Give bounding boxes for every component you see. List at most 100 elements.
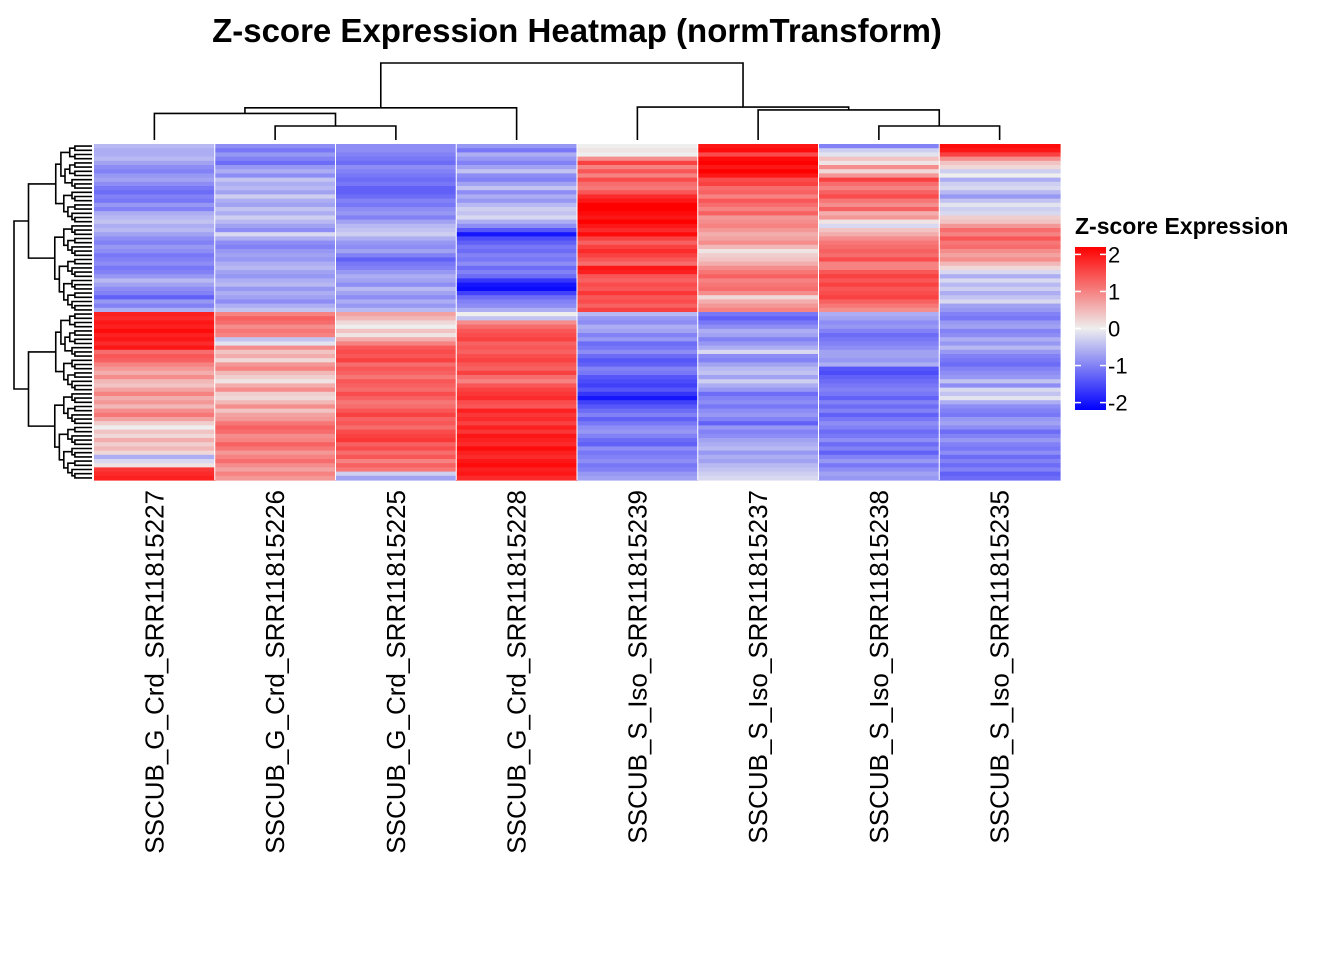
heatmap-cell bbox=[335, 278, 457, 284]
heatmap-cell bbox=[818, 169, 940, 174]
heatmap-cell bbox=[697, 156, 820, 162]
heatmap-cell bbox=[818, 173, 940, 179]
heatmap-cell bbox=[818, 249, 940, 254]
heatmap-cell bbox=[335, 459, 457, 464]
row-dendrogram-branch bbox=[74, 384, 92, 391]
heatmap-cell bbox=[214, 198, 337, 204]
heatmap-cell bbox=[577, 307, 699, 313]
heatmap-cell bbox=[214, 345, 337, 351]
heatmap-cell bbox=[335, 202, 457, 208]
heatmap-cell bbox=[697, 320, 820, 326]
heatmap-cell bbox=[214, 316, 337, 321]
heatmap-cell bbox=[697, 215, 820, 221]
heatmap-cell bbox=[456, 253, 578, 258]
heatmap-cell bbox=[818, 312, 940, 317]
heatmap-cell bbox=[939, 244, 1061, 250]
heatmap-cell bbox=[214, 173, 337, 179]
heatmap-cell bbox=[697, 244, 820, 250]
heatmap-cell bbox=[939, 383, 1061, 389]
heatmap-cell bbox=[577, 412, 699, 418]
row-dendrogram-branch bbox=[74, 229, 92, 236]
heatmap-cell bbox=[335, 144, 457, 149]
heatmap-cell bbox=[94, 341, 216, 347]
heatmap-cell bbox=[818, 341, 940, 347]
heatmap-cell bbox=[939, 169, 1061, 174]
heatmap-cell bbox=[214, 354, 337, 359]
heatmap-cell bbox=[577, 223, 699, 229]
heatmap-cell bbox=[818, 215, 940, 221]
heatmap-cell bbox=[335, 375, 457, 380]
heatmap-cell bbox=[577, 152, 699, 158]
heatmap-cell bbox=[818, 417, 940, 422]
heatmap-cell bbox=[335, 160, 457, 166]
heatmap-cell bbox=[697, 249, 820, 254]
heatmap-cell bbox=[214, 438, 337, 443]
heatmap-cell bbox=[214, 412, 337, 418]
heatmap-cell bbox=[335, 391, 457, 397]
heatmap-cell bbox=[335, 207, 457, 212]
heatmap-cell bbox=[456, 400, 578, 405]
heatmap-cell bbox=[577, 207, 699, 212]
heatmap-cell bbox=[456, 459, 578, 464]
heatmap-cell bbox=[214, 232, 337, 237]
heatmap-cell bbox=[577, 396, 699, 401]
heatmap-cell bbox=[818, 337, 940, 342]
heatmap-cell bbox=[94, 228, 216, 233]
column-label: SSCUB_S_Iso_SRR11815238 bbox=[864, 490, 894, 844]
heatmap-cell bbox=[939, 261, 1061, 267]
row-dendrogram-branch bbox=[74, 313, 92, 320]
heatmap-cell bbox=[939, 211, 1061, 216]
heatmap-cell bbox=[939, 282, 1061, 288]
heatmap-cell bbox=[456, 450, 578, 456]
heatmap-cell bbox=[335, 257, 457, 263]
heatmap-cell bbox=[456, 396, 578, 401]
heatmap-cell bbox=[577, 282, 699, 288]
heatmap-cell bbox=[697, 152, 820, 158]
heatmap-cell bbox=[818, 412, 940, 418]
heatmap-cell bbox=[94, 324, 216, 330]
heatmap-cell bbox=[335, 433, 457, 439]
heatmap-cell bbox=[456, 417, 578, 422]
heatmap-cell bbox=[94, 375, 216, 380]
heatmap-cell bbox=[818, 404, 940, 410]
row-dendrogram bbox=[13, 145, 92, 479]
heatmap-cell bbox=[697, 391, 820, 397]
heatmap-cell bbox=[335, 169, 457, 174]
heatmap-cell bbox=[456, 341, 578, 347]
heatmap-cell bbox=[456, 211, 578, 216]
heatmap-cell bbox=[335, 261, 457, 267]
heatmap-cell bbox=[94, 349, 216, 355]
heatmap-cell bbox=[456, 438, 578, 443]
heatmap-cell bbox=[577, 240, 699, 246]
column-label: SSCUB_G_Crd_SRR11815226 bbox=[260, 490, 290, 854]
column-label: SSCUB_G_Crd_SRR11815227 bbox=[139, 490, 169, 854]
heatmap-cell bbox=[939, 475, 1061, 481]
heatmap-cell bbox=[94, 181, 216, 187]
heatmap-cell bbox=[94, 148, 216, 153]
heatmap-cell bbox=[456, 337, 578, 342]
legend-tick-label: 2 bbox=[1108, 242, 1120, 267]
heatmap-cell bbox=[94, 282, 216, 288]
row-dendrogram-branch bbox=[60, 319, 70, 345]
heatmap-cell bbox=[94, 362, 216, 368]
heatmap-cell bbox=[335, 194, 457, 200]
heatmap-cell bbox=[818, 349, 940, 355]
heatmap-cell bbox=[456, 177, 578, 183]
heatmap-cell bbox=[818, 286, 940, 292]
heatmap-cell bbox=[94, 333, 216, 338]
heatmap-cell bbox=[335, 244, 457, 250]
column-label: SSCUB_S_Iso_SRR11815237 bbox=[743, 490, 773, 844]
heatmap-cell bbox=[818, 375, 940, 380]
heatmap-cell bbox=[214, 177, 337, 183]
heatmap-cell bbox=[577, 375, 699, 380]
heatmap-cell bbox=[577, 270, 699, 275]
heatmap-cell bbox=[335, 249, 457, 254]
heatmap-cell bbox=[939, 232, 1061, 237]
heatmap-cell bbox=[697, 366, 820, 372]
heatmap-cell bbox=[577, 320, 699, 326]
heatmap-cell bbox=[335, 186, 457, 191]
heatmap-cell bbox=[577, 433, 699, 439]
row-dendrogram-branch bbox=[74, 170, 92, 177]
heatmap-cell bbox=[94, 177, 216, 183]
heatmap-cell bbox=[214, 261, 337, 267]
